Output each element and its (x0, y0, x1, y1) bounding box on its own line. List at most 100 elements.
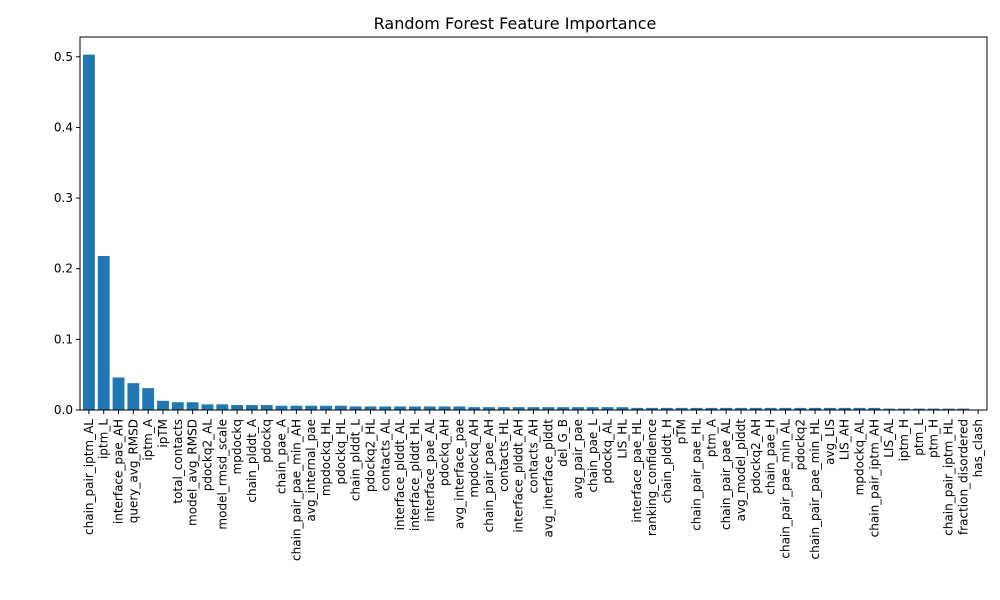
x-tick-label: pdockq2 (793, 419, 807, 470)
x-tick-label: contacts_HL (497, 419, 511, 492)
y-tick-label: 0.5 (54, 50, 73, 64)
bar-LIS_AL (883, 408, 896, 410)
bar-chain_pair_iptm_AH (868, 407, 881, 410)
bar-model_rmsd_scale (216, 404, 229, 410)
bar-pdockq2 (794, 407, 807, 410)
x-tick-label: avg_internal_pae (304, 419, 318, 521)
x-tick-label: iptm_L (97, 419, 111, 459)
x-tick-label: query_avg_RMSD (126, 419, 140, 523)
x-tick-label: mpdockq_HL (319, 419, 333, 496)
x-tick-label: avg_model_plddt (734, 419, 748, 522)
bar-interface_plddt_HL (409, 406, 421, 410)
bar-avg_interface_pae (453, 406, 466, 410)
x-tick-label: chain_pair_iptm_AH (867, 419, 881, 537)
x-tick-label: pdockq (260, 419, 274, 463)
bar-iptm_L (97, 255, 110, 410)
bar-interface_plddt_AH (512, 407, 525, 410)
x-tick-label: avg_interface_plddt (541, 419, 555, 538)
bar-chain_pair_pae_AL (720, 407, 733, 410)
bar-interface_pae_AH (112, 377, 125, 410)
y-tick-label: 0.1 (54, 332, 73, 346)
bar-pdockq_HL (334, 405, 347, 410)
x-tick-label: chain_plddt_H (660, 419, 674, 503)
x-tick-label: has_clash (971, 419, 985, 477)
bar-mpdockq (231, 405, 244, 410)
bar-ptm_H (927, 408, 940, 410)
bar-mpdockq_AH (468, 407, 481, 410)
bar-avg_LIS (823, 407, 836, 410)
x-axis: chain_pair_iptm_AL iptm_L interface_pae_AH… (82, 410, 985, 561)
bar-chain_plddt_L (349, 406, 362, 410)
x-tick-label: avg_LIS (823, 419, 837, 465)
x-tick-label: interface_plddt_AL (393, 419, 407, 531)
bar-fraction_disordered (957, 408, 970, 410)
x-tick-label: chain_pair_pae_AL (719, 419, 733, 530)
bar-mpdockq_AL (853, 407, 866, 410)
bar-chain_pae_A (275, 405, 288, 410)
bar-chain_pair_iptm_HL (942, 408, 955, 410)
x-tick-label: mpdockq (230, 419, 244, 474)
x-tick-label: del_G_B (556, 419, 570, 467)
bar-chain_pair_pae_HL (690, 407, 703, 410)
x-tick-label: avg_interface_pae (452, 419, 466, 529)
bar-interface_plddt_AL (394, 406, 407, 410)
x-tick-label: chain_pair_pae_HL (690, 419, 704, 531)
x-tick-label: interface_plddt_HL (408, 419, 422, 531)
x-tick-label: chain_pair_pae_min_AH (289, 419, 303, 561)
x-tick-label: ranking_confidence (645, 419, 659, 536)
x-tick-label: iptm_H (897, 419, 911, 461)
bar-chain_pair_pae_min_AL (779, 407, 792, 410)
x-tick-label: ptm_A (704, 418, 718, 457)
x-tick-label: ptm_H (927, 419, 941, 458)
bar-ptm_L (912, 408, 925, 410)
bar-iptm_A (142, 388, 155, 410)
y-axis: 0.0 0.1 0.2 0.3 0.4 0.5 (54, 50, 80, 417)
x-tick-label: contacts_AL (378, 419, 392, 491)
x-tick-label: contacts_AH (527, 419, 541, 493)
x-tick-label: LIS_HL (615, 419, 629, 459)
bar-chain_pair_pae_min_HL (809, 407, 822, 410)
bar-LIS_AH (838, 407, 851, 410)
x-tick-label: interface_pae_HL (630, 419, 644, 523)
x-tick-label: iptm_A (141, 418, 155, 460)
x-tick-label: LIS_AL (882, 419, 896, 458)
x-tick-label: pdockq2_AL (200, 419, 214, 492)
x-tick-label: chain_pair_pae_AH (482, 419, 496, 532)
x-tick-label: ipTM (156, 419, 170, 448)
bar-iptm_H (898, 408, 910, 410)
bar-interface_pae_AL (423, 406, 436, 410)
x-tick-label: interface_pae_AL (423, 419, 437, 522)
x-tick-label: ptm_L (912, 419, 926, 456)
bar-chain_pair_pae_AH (483, 407, 495, 410)
bar-contacts_HL (497, 407, 510, 410)
bar-chain_pae_H (764, 407, 777, 410)
bar-chain_pair_iptm_AL (82, 54, 95, 411)
bar-chain_pae_L (586, 407, 599, 410)
x-tick-label: pdockq2_AH (749, 419, 763, 494)
x-tick-label: pdockq_HL (334, 419, 348, 485)
x-tick-label: chain_pae_A (275, 418, 289, 494)
bar-chain_pair_pae_min_AH (290, 405, 303, 410)
bar-mpdockq_HL (320, 405, 332, 410)
x-tick-label: chain_plddt_L (349, 419, 363, 501)
bar-interface_pae_HL (631, 407, 644, 410)
bar-contacts_AL (379, 406, 392, 410)
x-tick-label: model_rmsd_scale (215, 419, 229, 530)
bar-avg_model_plddt (735, 407, 747, 410)
x-tick-label: interface_pae_AH (112, 419, 126, 524)
x-tick-label: chain_pair_pae_min_HL (808, 419, 822, 560)
x-tick-label: chain_pae_H (764, 419, 778, 495)
x-tick-label: fraction_disordered (956, 419, 970, 535)
plot-frame (79, 36, 988, 411)
bar-contacts_AH (527, 407, 540, 410)
x-tick-label: model_avg_RMSD (186, 419, 200, 526)
bar-chain_plddt_A (245, 405, 258, 410)
bar-del_G_B (557, 407, 570, 410)
bar-model_avg_RMSD (186, 402, 199, 410)
x-tick-label: mpdockq_AL (853, 419, 867, 496)
x-tick-label: chain_pair_iptm_HL (941, 419, 955, 536)
x-tick-label: pdockq2_HL (363, 419, 377, 492)
chart-title: Random Forest Feature Importance (374, 14, 657, 33)
bar-total_contacts (171, 402, 184, 410)
